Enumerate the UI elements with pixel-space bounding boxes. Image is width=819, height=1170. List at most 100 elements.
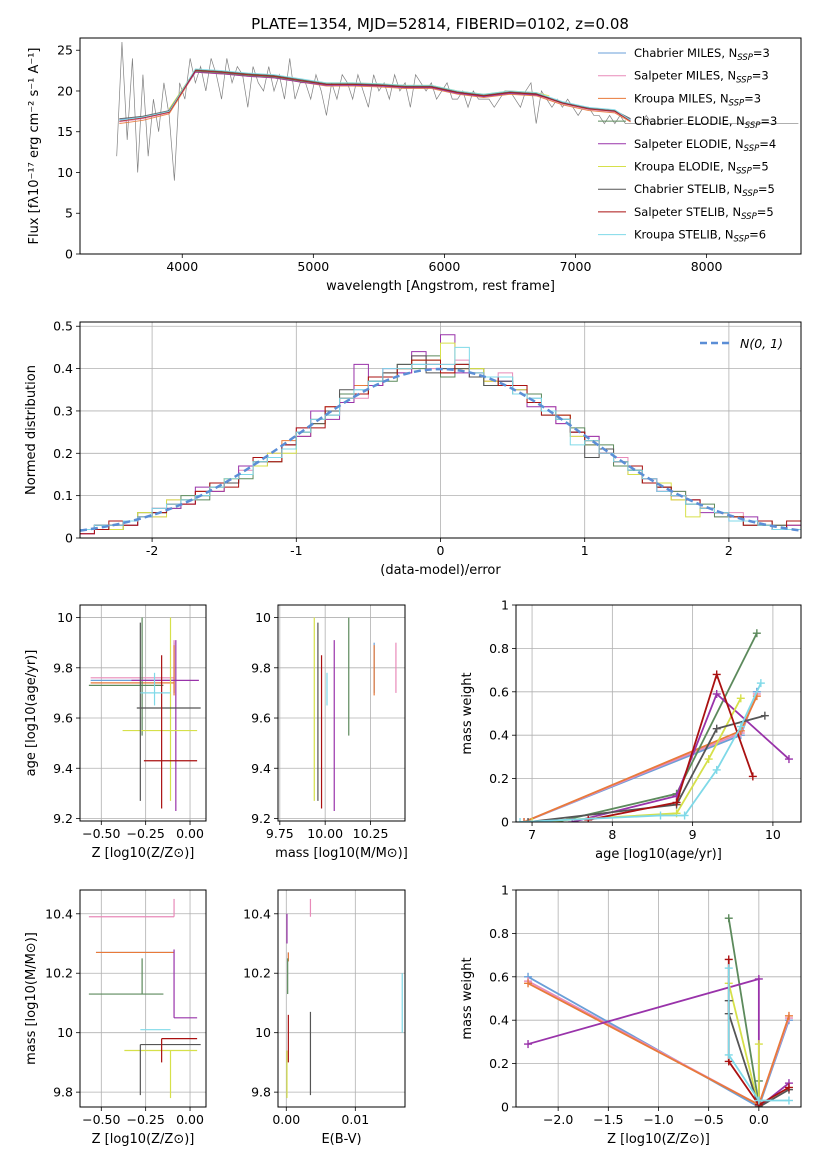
y-tick-label: 10.2 [243,966,271,981]
y-tick-label: 0.2 [53,446,73,461]
axes-frame [277,604,406,822]
mw-marker-kroupa-stelib [756,679,765,688]
x-tick-label: 10 [765,827,781,842]
x-tick-label: 5000 [297,259,329,274]
axes-frame [79,37,802,255]
plot-area [516,629,793,822]
y-tick-label: 9.8 [53,660,73,675]
mw-marker-kroupa-stelib [656,811,665,820]
mw-line-kroupa-stelib [727,968,789,1102]
mw-marker-salpeter-elodie [754,974,763,983]
y-tick-label: 0.4 [489,1013,509,1028]
legend-label-salpeter-miles-n-ssp-3: Salpeter MILES, NSSP=3 [634,69,769,86]
y-axis-label: age [log10(age/yr)] [24,650,39,777]
x-tick-label: 7000 [560,259,592,274]
axes-frame [277,889,406,1108]
y-tick-label: 0.2 [489,771,509,786]
mw-marker-kroupa-stelib [736,722,745,731]
plot-area [524,914,793,1107]
x-tick-label: 0.00 [272,1112,300,1127]
y-tick-label: 0 [501,815,509,830]
axes-frame [79,604,207,822]
model-line-salpeter-elodie-n-ssp-4 [168,71,550,112]
x-tick-label: 9 [689,827,697,842]
x-tick-label: 2 [725,543,733,558]
normal-curve-line [80,367,801,532]
panel-residuals: -2 -1 0 1 2 0 0.1 0.2 0.3 0.4 0.5 (data-model)/erro… [24,319,802,578]
mw-marker-salpeter-elodie [784,755,793,764]
plot-area [88,617,201,811]
y-tick-label: 1 [501,883,509,898]
x-tick-label: −0.50 [82,1112,120,1127]
legend-label-kroupa-miles-n-ssp-3: Kroupa MILES, NSSP=3 [634,91,761,108]
legend-label-chabrier-elodie-n-ssp-3: Chabrier ELODIE, NSSP=3 [634,114,777,131]
x-tick-label: −2.0 [543,1112,573,1127]
y-tick-label: 15 [57,124,73,139]
mw-marker-salpeter-stelib [712,670,721,679]
x-tick-label: −1.5 [593,1112,623,1127]
axes-frame [515,604,802,823]
y-tick-label: 1 [501,598,509,613]
mw-marker-salpeter-stelib [784,1083,793,1092]
y-tick-label: 10 [57,610,73,625]
mw-marker-kroupa-miles [784,1011,793,1020]
legend-label-kroupa-stelib-n-ssp-6: Kroupa STELIB, NSSP=6 [634,228,766,245]
y-tick-label: 9.6 [251,711,271,726]
y-tick-label: 9.4 [251,761,271,776]
y-tick-label: 10.4 [45,906,73,921]
mw-line-salpeter-stelib [588,671,754,821]
y-tick-label: 0 [65,247,73,262]
x-tick-label: −1.0 [643,1112,673,1127]
model-line-kroupa-stelib-n-ssp-6 [119,68,631,121]
mw-marker-chabrier-elodie [724,914,733,923]
plot-area [80,334,801,535]
y-tick-label: 0.8 [489,641,509,656]
y-tick-label: 10 [57,1025,73,1040]
model-line-chabrier-stelib-n-ssp-5 [119,69,631,120]
x-tick-label: 6000 [429,259,461,274]
axes-frame [79,889,207,1108]
y-tick-label: 9.2 [53,811,73,826]
y-tick-label: 0 [501,1100,509,1115]
x-axis-label: Z [log10(Z/Z⊙)] [92,1132,195,1147]
panel-mass-vs-Z: −0.50 −0.25 0.00 9.8 10 10.2 10.4 Z [log10(Z/Z⊙… [24,889,207,1147]
legend-label-normal: N(0, 1) [740,336,783,351]
x-tick-label: 0.00 [176,1112,204,1127]
y-tick-label: 9.8 [251,1085,271,1100]
x-tick-label: 0 [437,543,445,558]
x-tick-label: -1 [290,543,302,558]
panel-massweight-vs-age: 7 8 9 10 0 0.2 0.4 0.6 0.8 1 age [log10(age/yr)] ma… [460,598,802,862]
y-tick-label: 0.3 [53,403,73,418]
y-tick-label: 0.8 [489,926,509,941]
mw-marker-chabrier-elodie [752,629,761,638]
x-tick-label: 0.01 [341,1112,369,1127]
y-tick-label: 20 [57,83,73,98]
mw-marker-kroupa-stelib [724,1050,733,1059]
panel-mass-vs-ebv: 0.00 0.01 9.8 10 10.2 10.4 E(B-V) [243,889,406,1147]
y-tick-label: 0.6 [489,684,509,699]
x-tick-label: −0.50 [82,826,120,841]
mw-marker-kroupa-miles [524,979,533,988]
mw-line-chabrier-elodie [555,632,758,822]
y-axis-label: mass weight [460,672,475,754]
mw-marker-chabrier-stelib [712,724,721,733]
mw-marker-salpeter-elodie [712,689,721,698]
x-tick-label: −0.5 [693,1112,723,1127]
legend-label-salpeter-elodie-n-ssp-4: Salpeter ELODIE, NSSP=4 [634,137,776,154]
model-line-kroupa-elodie-n-ssp-5 [168,69,550,110]
figure-title: PLATE=1354, MJD=52814, FIBERID=0102, z=0… [251,15,629,33]
mw-line-kroupa-elodie [727,983,760,1107]
mw-marker-chabrier-stelib [524,818,533,822]
y-tick-label: 10 [255,610,271,625]
y-tick-label: 10 [57,165,73,180]
x-tick-label: 4000 [166,259,198,274]
y-tick-label: 10.4 [243,906,271,921]
plot-area [116,42,799,181]
mw-marker-chabrier-stelib [760,711,769,720]
y-tick-label: 0.5 [53,319,73,334]
panel-massweight-vs-Z: −2.0 −1.5 −1.0 −0.5 0.0 0 0.2 0.4 0.6 0.8 1 Z [log1… [460,883,802,1147]
y-tick-label: 25 [57,43,73,58]
y-tick-label: 9.6 [53,711,73,726]
x-tick-label: 1 [581,543,589,558]
model-line-salpeter-stelib-n-ssp-5 [119,70,631,122]
